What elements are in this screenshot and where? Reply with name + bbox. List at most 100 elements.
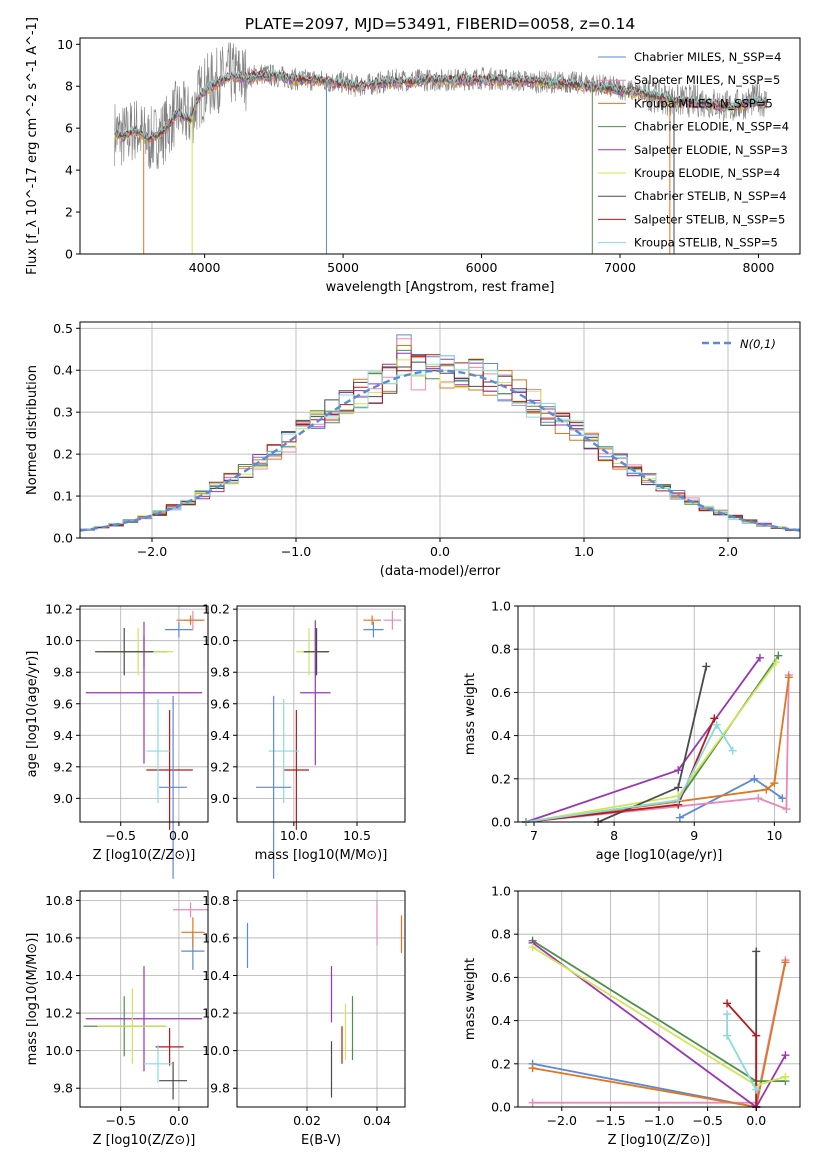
mass_weight_vs_age-marker xyxy=(771,658,780,667)
mass_weight_vs_age-marker xyxy=(674,796,683,805)
mass_weight_vs_age-marker xyxy=(675,813,684,822)
mass_weight_vs_age-xtick-label: 8 xyxy=(610,828,618,843)
mass_weight_vs_age-marker xyxy=(750,774,759,783)
spectrum-ytick-label: 8 xyxy=(65,79,73,94)
mass_weight_vs_age-marker xyxy=(784,673,793,682)
mass_weight_vs_Z-xtick-label: −0.5 xyxy=(692,1113,722,1128)
age_vs_mass-xlabel: mass [log10(M/M⊙)] xyxy=(255,848,388,863)
residual-xtick-label: 1.0 xyxy=(574,544,594,559)
age_vs_Z-ytick-label: 9.4 xyxy=(53,728,73,743)
mass_weight_vs_age-xtick-label: 7 xyxy=(530,828,538,843)
age_vs_mass-ytick-label: 9.0 xyxy=(210,791,230,806)
mass_weight_vs_Z-marker xyxy=(723,999,732,1008)
residual-ytick-label: 0.4 xyxy=(53,363,73,378)
mass_weight_vs_age-marker xyxy=(728,746,737,755)
mass_weight_vs_Z-series-8 xyxy=(726,1002,758,1107)
legend-label-1: Chabrier MILES, N_SSP=4 xyxy=(634,50,781,64)
legend-label-7: Chabrier STELIB, N_SSP=4 xyxy=(634,189,786,203)
residual-ytick-label: 0.2 xyxy=(53,447,73,462)
mass_weight_vs_age-marker xyxy=(702,662,711,671)
mass_weight_vs_age-ytick-label: 1.0 xyxy=(491,599,511,614)
mass_vs_Z-ytick-label: 10.6 xyxy=(45,930,73,945)
spectrum-ytick-label: 6 xyxy=(65,121,73,136)
mass_weight_vs_Z-ytick-label: 0.4 xyxy=(491,1013,511,1028)
mass_weight_vs_age-marker xyxy=(674,766,683,775)
mass_weight_vs_age-marker xyxy=(712,720,721,729)
mass_weight_vs_age-ytick-label: 0.0 xyxy=(491,815,511,830)
spectrum-xtick-label: 5000 xyxy=(327,260,359,275)
mass_weight_vs_age-ytick-label: 0.8 xyxy=(491,642,511,657)
mass_weight_vs_Z-marker xyxy=(752,1085,761,1094)
age_vs_mass-ytick-label: 9.8 xyxy=(210,665,230,680)
mass_vs_Z-ytick-label: 10.8 xyxy=(45,893,73,908)
mass_vs_ebv-ytick-label: 9.8 xyxy=(210,1081,230,1096)
age_vs_Z-frame xyxy=(79,605,209,823)
mass_weight_vs_Z-marker xyxy=(781,1051,790,1060)
age_vs_Z-ytick-label: 9.0 xyxy=(53,791,73,806)
mass_weight_vs_Z-ytick-label: 0.2 xyxy=(491,1056,511,1071)
residual-ytick-label: 0.3 xyxy=(53,405,73,420)
grid-layer xyxy=(80,322,800,1108)
mass_weight_vs_Z-xtick-label: −1.5 xyxy=(595,1113,625,1128)
mass_weight_vs_age-series-2 xyxy=(525,675,790,823)
mass_weight_vs_Z-xtick-label: −2.0 xyxy=(547,1113,577,1128)
legend-label-4: Chabrier ELODIE, N_SSP=4 xyxy=(634,120,789,134)
age_vs_mass-xtick-label: 10.5 xyxy=(343,828,371,843)
age_vs_mass-ytick-label: 9.4 xyxy=(210,728,230,743)
spectrum-model-line-9 xyxy=(114,69,768,139)
mass_weight_vs_age-marker xyxy=(762,785,771,794)
mass_weight_vs_Z-marker xyxy=(781,1072,790,1081)
mass_weight_vs_age-ylabel: mass weight xyxy=(463,673,478,755)
mass_vs_ebv-ytick-label: 10.8 xyxy=(202,893,230,908)
legend-label-6: Kroupa ELODIE, N_SSP=4 xyxy=(634,166,780,180)
mass_vs_ebv-ytick-label: 10.0 xyxy=(202,1043,230,1058)
mass_weight_vs_Z-marker xyxy=(528,1064,537,1073)
residual-ytick-label: 0.0 xyxy=(53,531,73,546)
mass_vs_Z-ylabel: mass [log10(M/M⊙)] xyxy=(25,933,40,1066)
mass_vs_Z-ytick-label: 10.2 xyxy=(45,1006,73,1021)
age_vs_Z-ytick-label: 9.6 xyxy=(53,696,73,711)
age_vs_Z-ylabel: age [log10(age/yr)] xyxy=(25,651,40,778)
mass_vs_Z-ytick-label: 10.4 xyxy=(45,968,73,983)
age_vs_mass-frame xyxy=(236,605,406,823)
legend-label-9: Kroupa STELIB, N_SSP=5 xyxy=(634,236,778,250)
spectrum-ytick-label: 10 xyxy=(57,37,73,52)
spectrum-xtick-label: 6000 xyxy=(466,260,498,275)
mass_weight_vs_age-series-4 xyxy=(525,655,780,823)
age_vs_Z-xtick-label: −0.5 xyxy=(106,828,136,843)
spectrum-xtick-label: 7000 xyxy=(604,260,636,275)
mass_weight_vs_Z-ytick-label: 0.0 xyxy=(491,1100,511,1115)
mass_weight_vs_Z-ytick-label: 0.8 xyxy=(491,927,511,942)
residual-ytick-label: 0.1 xyxy=(53,489,73,504)
residual-xtick-label: −1.0 xyxy=(281,544,311,559)
spectrum-frame xyxy=(79,37,801,255)
mass_weight_vs_age-marker xyxy=(710,714,719,723)
mass_weight_vs_Z-ylabel: mass weight xyxy=(463,958,478,1040)
age_vs_mass-ytick-label: 10.0 xyxy=(202,633,230,648)
mass_weight_vs_age-ytick-label: 0.4 xyxy=(491,728,511,743)
mass_weight_vs_Z-xtick-label: 0.0 xyxy=(746,1113,766,1128)
mass_weight_vs_Z-xlabel: Z [log10(Z/Z⊙)] xyxy=(608,1133,711,1148)
mass_vs_ebv-ytick-label: 10.6 xyxy=(202,930,230,945)
residual-xlabel: (data-model)/error xyxy=(380,564,501,579)
legend-label-8: Salpeter STELIB, N_SSP=5 xyxy=(634,212,785,226)
residual-xtick-label: −2.0 xyxy=(137,544,167,559)
mass_weight_vs_age-series-5 xyxy=(525,657,761,823)
mass_weight_vs_Z-marker xyxy=(723,1031,732,1040)
axes-layer xyxy=(76,37,801,1111)
mass_vs_Z-ytick-label: 10.0 xyxy=(45,1043,73,1058)
age_vs_mass-ytick-label: 9.2 xyxy=(210,759,230,774)
mass_weight_vs_age-marker xyxy=(754,794,763,803)
mass_weight_vs_age-ytick-label: 0.2 xyxy=(491,771,511,786)
mass_vs_ebv-ytick-label: 10.4 xyxy=(202,968,230,983)
residual-ylabel: Normed distribution xyxy=(25,365,40,495)
mass_vs_ebv-xlabel: E(B-V) xyxy=(301,1133,341,1148)
mass_weight_vs_Z-ytick-label: 0.6 xyxy=(491,970,511,985)
age_vs_Z-ytick-label: 10.2 xyxy=(45,602,73,617)
mass_weight_vs_age-series-1 xyxy=(679,777,783,819)
age_vs_mass-ytick-label: 10.2 xyxy=(202,602,230,617)
mass_weight_vs_Z-xtick-label: −1.0 xyxy=(644,1113,674,1128)
residual-ytick-label: 0.5 xyxy=(53,321,73,336)
spectrum-ytick-label: 0 xyxy=(65,247,73,262)
